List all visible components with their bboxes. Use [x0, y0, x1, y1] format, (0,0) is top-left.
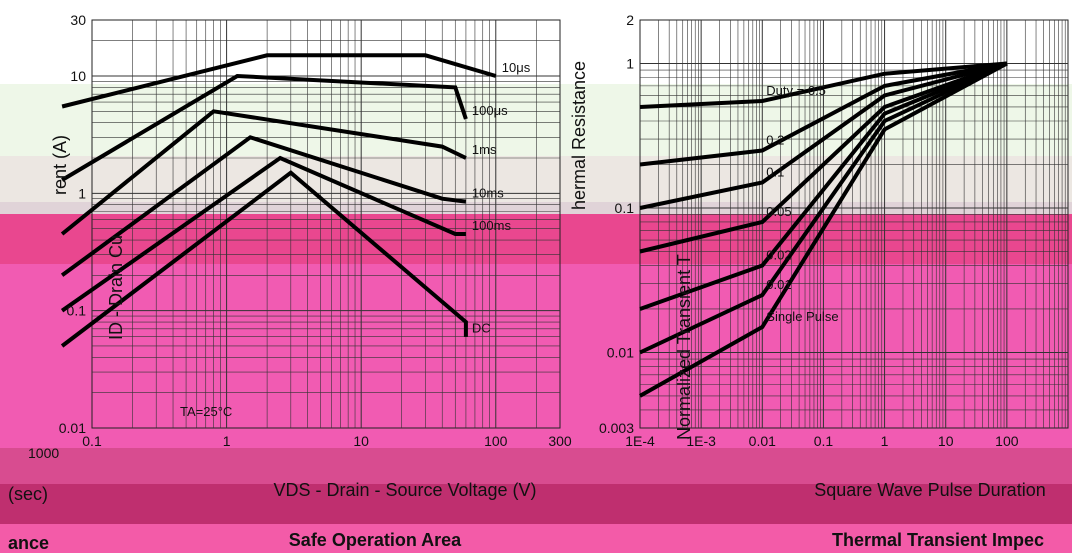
right-ylabel-bottom: Normalized Transient T: [674, 254, 694, 440]
soa-series-label-3: 10ms: [472, 186, 504, 201]
soa-series-5: [60, 170, 468, 348]
zth-series-labels: Duty = 0.5 0.2 0.1 0.05 0.02 0.01 Single Pulse: [766, 83, 838, 324]
zth-ytick-3: 0.01: [607, 344, 634, 360]
soa-series-4: [60, 155, 466, 313]
left-edge-ance: ance: [8, 533, 49, 553]
zth-series-3: [639, 61, 1008, 254]
left-edge-tick: 1000: [28, 445, 59, 461]
soa-series-label-0: 10μs: [502, 60, 531, 75]
zth-series-label-3: 0.05: [766, 204, 791, 219]
soa-curves: [60, 53, 497, 348]
band-5: [0, 448, 1072, 484]
zth-xtick-4: 1: [881, 433, 889, 449]
soa-xlabel: VDS - Drain - Source Voltage (V): [273, 480, 536, 500]
zth-xlabel: Square Wave Pulse Duration: [814, 480, 1045, 500]
band-7: [0, 524, 1072, 553]
soa-series-2: [60, 109, 467, 236]
zth-xtick-1: 1E-3: [686, 433, 716, 449]
zth-xtick-0: 1E-4: [625, 433, 655, 449]
zth-xtick-3: 0.1: [814, 433, 834, 449]
zth-xtick-2: 0.01: [749, 433, 776, 449]
zth-series-label-2: 0.1: [766, 165, 784, 180]
zth-series-5: [639, 61, 1008, 355]
soa-ytick-2: 1: [78, 185, 86, 201]
zth-ytick-4: 0.003: [599, 420, 634, 436]
soa-annotation: TA=25°C: [180, 404, 232, 419]
zth-series-label-4: 0.02: [766, 247, 791, 262]
soa-title: Safe Operation Area: [289, 530, 462, 550]
zth-frame: [639, 19, 1069, 429]
left-edge-sec: (sec): [8, 484, 48, 504]
soa-xtick-4: 300: [548, 433, 572, 449]
zth-xtick-6: 100: [995, 433, 1019, 449]
zth-series-4: [639, 61, 1008, 311]
band-6: [0, 484, 1072, 524]
zth-series-label-0: Duty = 0.5: [766, 83, 826, 98]
soa-xtick-1: 1: [223, 433, 231, 449]
zth-series-2: [639, 61, 1008, 210]
zth-series-label-1: 0.2: [766, 132, 784, 147]
zth-xtick-5: 10: [938, 433, 954, 449]
zth-series-0: [639, 61, 1008, 109]
soa-ytick-3: 0.1: [67, 303, 87, 319]
zth-series-label-6: Single Pulse: [766, 309, 838, 324]
zth-grid: [639, 19, 1069, 429]
soa-xtick-3: 100: [484, 433, 508, 449]
soa-series-label-2: 1ms: [472, 142, 497, 157]
soa-series-label-5: DC: [472, 321, 491, 336]
zth-title: Thermal Transient Impec: [832, 530, 1044, 550]
zth-ytick-1: 1: [626, 55, 634, 71]
soa-series-label-1: 100μs: [472, 103, 508, 118]
soa-series-3: [60, 135, 467, 277]
zth-series-6: [639, 61, 1008, 398]
soa-series-label-4: 100ms: [472, 218, 512, 233]
left-ylabel-top: rent (A): [50, 135, 70, 195]
zth-series-1: [639, 61, 1008, 167]
zth-series-label-5: 0.01: [766, 277, 791, 292]
soa-ytick-1: 10: [70, 68, 86, 84]
zth-curves: [639, 61, 1008, 398]
soa-frame: [91, 19, 561, 429]
soa-xtick-2: 10: [353, 433, 369, 449]
zth-ticks: 1E-4 1E-3 0.01 0.1 1 10 100 2 1 0.1 0.01 0.003: [599, 12, 1019, 449]
soa-series-1: [61, 73, 468, 182]
right-ylabel-top: hermal Resistance: [569, 61, 589, 210]
left-ylabel-bottom: ID - Drain Cu: [106, 235, 126, 340]
zth-ytick-0: 2: [626, 12, 634, 28]
soa-series-labels: 10μs 100μs 1ms 10ms 100ms DC: [472, 60, 531, 336]
soa-ytick-4: 0.01: [59, 420, 86, 436]
soa-ytick-0: 30: [70, 12, 86, 28]
soa-xtick-0: 0.1: [82, 433, 102, 449]
zth-ytick-2: 0.1: [615, 200, 635, 216]
soa-series-0: [61, 53, 497, 109]
